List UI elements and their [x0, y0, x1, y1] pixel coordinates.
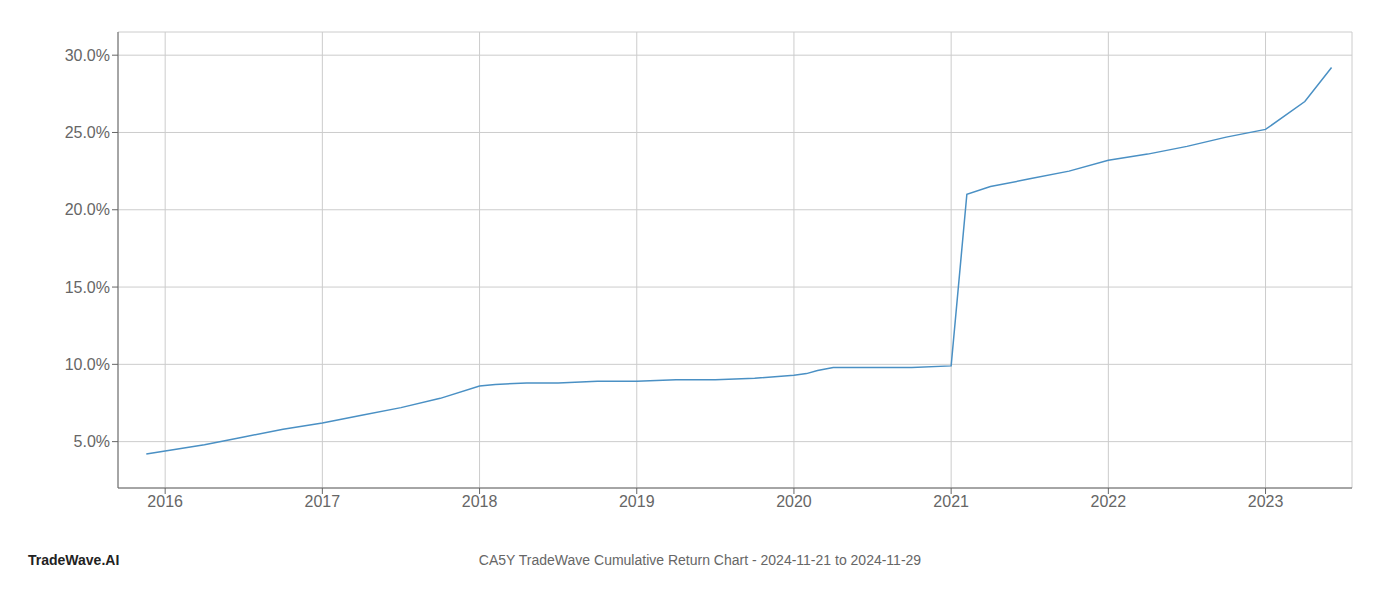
svg-text:2019: 2019 [619, 493, 655, 510]
svg-text:2016: 2016 [147, 493, 183, 510]
svg-text:10.0%: 10.0% [65, 356, 110, 373]
svg-text:2022: 2022 [1091, 493, 1127, 510]
svg-text:20.0%: 20.0% [65, 201, 110, 218]
svg-text:15.0%: 15.0% [65, 279, 110, 296]
svg-text:30.0%: 30.0% [65, 47, 110, 64]
html-text:CA5Y TradeWave Cumulative Retu: CA5Y TradeWave Cumulative Return Chart -… [478, 552, 922, 568]
svg-text:2018: 2018 [462, 493, 498, 510]
html-text:TradeWave.AI: TradeWave.AI [28, 552, 120, 568]
svg-text:2023: 2023 [1248, 493, 1284, 510]
svg-text:2017: 2017 [305, 493, 341, 510]
svg-text:2020: 2020 [776, 493, 812, 510]
svg-text:2021: 2021 [933, 493, 969, 510]
svg-text:5.0%: 5.0% [74, 433, 110, 450]
svg-text:25.0%: 25.0% [65, 124, 110, 141]
